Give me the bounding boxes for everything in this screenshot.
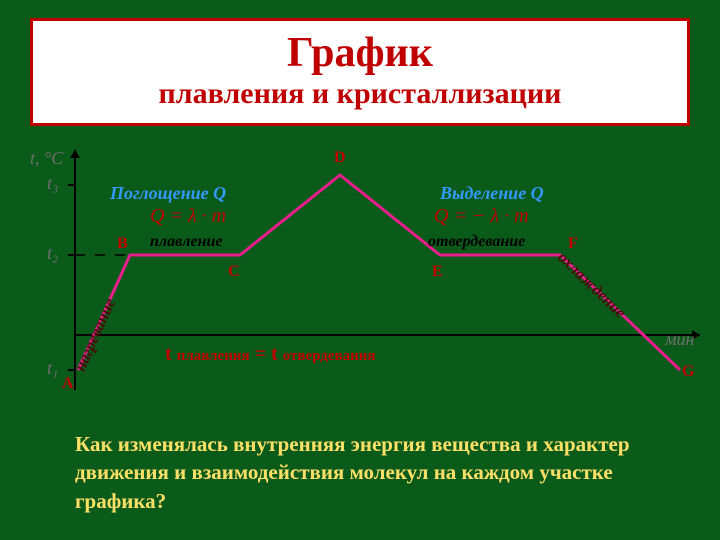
point-label-B: B xyxy=(117,235,128,253)
q-label-0: Поглощение Q xyxy=(110,183,226,204)
y-tick-0: t₁ xyxy=(47,358,58,379)
q-label-1: Выделение Q xyxy=(440,183,544,204)
title-line1: График xyxy=(33,29,687,77)
process-label-2: отвердевание xyxy=(428,233,525,251)
point-label-C: C xyxy=(228,263,240,281)
chart: t₁t₂t₃t, °CминABCDEFGнагреваниеплавление… xyxy=(0,145,720,405)
equality-line: t плавления = t отвердевания xyxy=(165,343,376,366)
point-label-E: E xyxy=(432,263,443,281)
question-text: Как изменялась внутренняя энергия вещест… xyxy=(75,430,675,515)
formula-0: Q = λ · m xyxy=(150,205,226,228)
chart-svg xyxy=(0,145,720,405)
process-label-1: плавление xyxy=(150,233,222,251)
y-tick-1: t₂ xyxy=(47,243,58,264)
formula-1: Q = − λ · m xyxy=(434,205,529,228)
point-label-D: D xyxy=(334,149,346,167)
y-tick-2: t₃ xyxy=(47,173,58,194)
point-label-G: G xyxy=(682,363,694,381)
title-panel: График плавления и кристаллизации xyxy=(30,18,690,126)
point-label-A: A xyxy=(62,375,74,393)
x-axis-label: мин xyxy=(665,329,694,350)
title-line2: плавления и кристаллизации xyxy=(33,77,687,111)
point-label-F: F xyxy=(568,235,578,253)
y-axis-label: t, °C xyxy=(30,148,63,169)
